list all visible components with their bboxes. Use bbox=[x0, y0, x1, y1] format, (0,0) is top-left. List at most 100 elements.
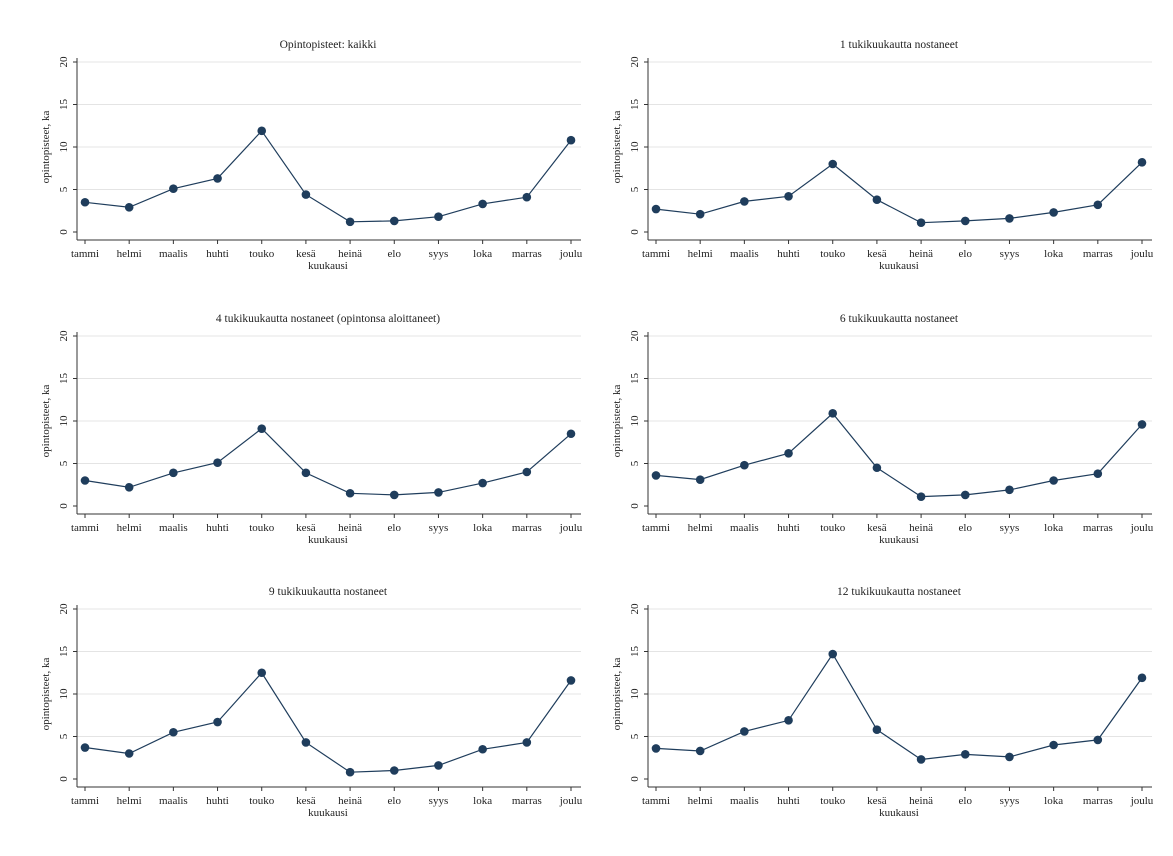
data-point bbox=[1093, 735, 1103, 745]
y-tick-label: 15 bbox=[629, 99, 641, 111]
x-tick-label: elo bbox=[388, 795, 402, 807]
y-tick-label: 0 bbox=[58, 776, 70, 782]
y-tick-label: 5 bbox=[629, 186, 641, 192]
y-tick-label: 10 bbox=[629, 415, 641, 427]
x-tick-label: maalis bbox=[159, 522, 188, 534]
y-tick-label: 0 bbox=[58, 229, 70, 235]
data-point bbox=[478, 478, 487, 488]
series-line bbox=[84, 129, 572, 223]
x-tick-label: helmi bbox=[688, 522, 713, 534]
x-tick-label: heinä bbox=[338, 248, 362, 260]
x-tick-label: loka bbox=[1044, 248, 1063, 260]
chart-panel: 0 5 10 15 20 tammi helmi maalis huhti touko kesä he… bbox=[40, 313, 583, 546]
x-tick-label: touko bbox=[249, 522, 275, 534]
data-point bbox=[1093, 469, 1103, 479]
data-point bbox=[389, 216, 399, 226]
y-tick-label: 10 bbox=[58, 688, 70, 700]
x-tick-label: tammi bbox=[642, 248, 670, 260]
chart-title: Opintopisteet: kaikki bbox=[280, 39, 377, 51]
x-tick-label: helmi bbox=[117, 248, 142, 260]
data-point bbox=[1049, 476, 1058, 485]
x-tick-label: kesä bbox=[296, 248, 316, 260]
x-tick-label: joulu bbox=[559, 248, 583, 260]
x-tick-label: huhti bbox=[777, 795, 800, 807]
data-point bbox=[257, 424, 267, 433]
x-tick-label: touko bbox=[249, 248, 275, 260]
x-tick-label: heinä bbox=[338, 522, 362, 534]
y-tick-label: 10 bbox=[58, 141, 70, 153]
series-line bbox=[655, 161, 1143, 224]
x-tick-label: elo bbox=[959, 795, 973, 807]
y-axis-label: opintopisteet, ka bbox=[40, 658, 52, 731]
x-tick-label: elo bbox=[959, 248, 973, 260]
series-line bbox=[655, 652, 1143, 761]
series-line bbox=[84, 671, 572, 773]
y-axis-label: opintopisteet, ka bbox=[611, 385, 623, 458]
x-tick-label: heinä bbox=[909, 795, 933, 807]
x-tick-label: kesä bbox=[867, 522, 887, 534]
data-point bbox=[872, 195, 882, 204]
chart-panel: 0 5 10 15 20 tammi helmi maalis huhti touko kesä he… bbox=[611, 586, 1154, 819]
y-tick-label: 5 bbox=[58, 733, 70, 739]
data-point bbox=[828, 159, 838, 169]
x-tick-label: heinä bbox=[909, 522, 933, 534]
x-tick-label: loka bbox=[473, 795, 492, 807]
y-tick-label: 20 bbox=[58, 603, 70, 615]
x-tick-label: huhti bbox=[206, 248, 229, 260]
data-point bbox=[169, 184, 178, 193]
data-point bbox=[828, 649, 838, 659]
data-point bbox=[1137, 420, 1147, 429]
data-point bbox=[169, 727, 178, 737]
y-tick-label: 15 bbox=[58, 646, 70, 658]
chart-title: 4 tukikuukautta nostaneet (opintonsa alo… bbox=[216, 313, 440, 325]
y-tick-label: 20 bbox=[629, 603, 641, 615]
x-tick-label: loka bbox=[473, 522, 492, 534]
x-tick-label: helmi bbox=[688, 248, 713, 260]
chart-panel: 0 5 10 15 20 tammi helmi maalis huhti touko kesä he… bbox=[611, 313, 1154, 546]
y-tick-label: 5 bbox=[58, 460, 70, 466]
x-axis-label: kuukausi bbox=[308, 534, 348, 546]
data-point bbox=[566, 135, 576, 145]
x-tick-label: syys bbox=[429, 795, 449, 807]
y-axis-label: opintopisteet, ka bbox=[40, 111, 52, 184]
x-tick-label: maalis bbox=[159, 248, 188, 260]
y-tick-label: 10 bbox=[629, 688, 641, 700]
x-tick-label: joulu bbox=[1130, 795, 1154, 807]
y-tick-label: 15 bbox=[629, 646, 641, 658]
data-point bbox=[1137, 158, 1147, 167]
y-tick-label: 15 bbox=[58, 99, 70, 111]
data-point bbox=[740, 460, 749, 470]
x-tick-label: touko bbox=[249, 795, 275, 807]
data-point bbox=[1049, 740, 1058, 750]
data-point bbox=[872, 725, 882, 734]
data-point bbox=[651, 204, 661, 214]
data-point bbox=[695, 475, 705, 484]
y-tick-label: 20 bbox=[58, 330, 70, 342]
chart-title: 9 tukikuukautta nostaneet bbox=[269, 586, 388, 598]
chart-panel: 0 5 10 15 20 tammi helmi maalis huhti touko kesä he… bbox=[40, 586, 583, 819]
x-tick-label: marras bbox=[512, 522, 542, 534]
x-tick-label: loka bbox=[1044, 795, 1063, 807]
data-point bbox=[784, 192, 793, 201]
data-point bbox=[1005, 214, 1014, 223]
y-tick-label: 20 bbox=[629, 330, 641, 342]
x-tick-label: syys bbox=[429, 248, 449, 260]
data-point bbox=[1049, 208, 1058, 217]
x-axis-label: kuukausi bbox=[308, 260, 348, 272]
data-point bbox=[301, 738, 311, 747]
x-tick-label: maalis bbox=[730, 795, 759, 807]
x-tick-label: marras bbox=[1083, 522, 1113, 534]
data-point bbox=[828, 409, 838, 418]
data-point bbox=[566, 429, 576, 439]
data-point bbox=[80, 743, 90, 752]
x-tick-label: maalis bbox=[159, 795, 188, 807]
x-tick-label: loka bbox=[473, 248, 492, 260]
x-tick-label: marras bbox=[1083, 248, 1113, 260]
data-point bbox=[169, 468, 178, 478]
x-tick-label: huhti bbox=[777, 522, 800, 534]
y-tick-label: 5 bbox=[58, 186, 70, 192]
x-axis-label: kuukausi bbox=[879, 807, 919, 819]
x-tick-label: marras bbox=[512, 248, 542, 260]
y-tick-label: 5 bbox=[629, 733, 641, 739]
